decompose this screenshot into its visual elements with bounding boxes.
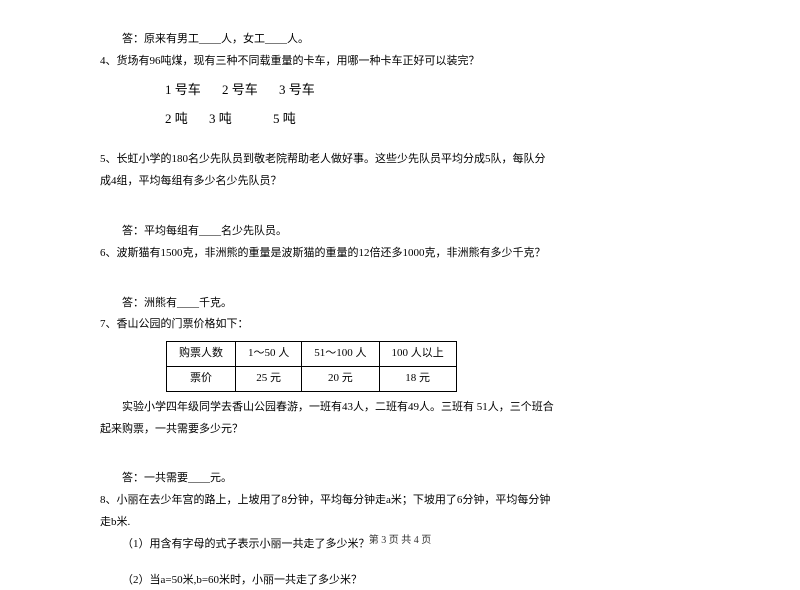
q8-line-b: 走b米. — [100, 513, 700, 533]
truck-header-row: 1 号车 2 号车 3 号车 — [100, 78, 700, 101]
q6-text: 6、波斯猫有1500克，非洲熊的重量是波斯猫的重量的12倍还多1000克，非洲熊… — [100, 244, 700, 264]
q8-sub2: （2）当a=50米,b=60米时，小丽一共走了多少米？ — [100, 571, 700, 590]
ticket-header-range3: 100 人以上 — [379, 342, 456, 367]
truck-1-label: 1 号车 — [165, 82, 201, 97]
q4-text: 4、货场有96吨煤，现有三种不同载重量的卡车，用哪一种卡车正好可以装完？ — [100, 52, 700, 72]
q8-line-a: 8、小丽在去少年宫的路上，上坡用了8分钟，平均每分钟走a米；下坡用了6分钟，平均… — [100, 491, 700, 511]
truck-2-weight: 3 吨 — [209, 111, 232, 126]
q7-answer: 答：一共需要____元。 — [100, 469, 700, 489]
q3-answer: 答：原来有男工____人，女工____人。 — [100, 30, 700, 50]
ticket-price-1: 25 元 — [236, 366, 302, 391]
table-row: 购票人数 1～50 人 51～100 人 100 人以上 — [167, 342, 457, 367]
q7-line-b: 起来购票，一共需要多少元？ — [100, 420, 700, 440]
truck-1-weight: 2 吨 — [165, 111, 188, 126]
q6-answer: 答：洲熊有____千克。 — [100, 294, 700, 314]
truck-3-label: 3 号车 — [279, 82, 315, 97]
q7-line-a: 实验小学四年级同学去香山公园春游，一班有43人，二班有49人。三班有 51人，三… — [100, 398, 700, 418]
q5-line-b: 成4组，平均每组有多少名少先队员？ — [100, 172, 700, 192]
q5-line-a: 5、长虹小学的180名少先队员到敬老院帮助老人做好事。这些少先队员平均分成5队，… — [100, 150, 700, 170]
q7-text: 7、香山公园的门票价格如下： — [100, 315, 700, 335]
ticket-price-3: 18 元 — [379, 366, 456, 391]
truck-2-label: 2 号车 — [222, 82, 258, 97]
table-row: 票价 25 元 20 元 18 元 — [167, 366, 457, 391]
ticket-header-range1: 1～50 人 — [236, 342, 302, 367]
ticket-header-range2: 51～100 人 — [302, 342, 379, 367]
truck-3-weight: 5 吨 — [273, 111, 296, 126]
page-footer: 第 3 页 共 4 页 — [0, 532, 800, 550]
truck-weight-row: 2 吨 3 吨 5 吨 — [100, 107, 700, 130]
ticket-header-people: 购票人数 — [167, 342, 236, 367]
q5-answer: 答：平均每组有____名少先队员。 — [100, 222, 700, 242]
ticket-price-table: 购票人数 1～50 人 51～100 人 100 人以上 票价 25 元 20 … — [166, 341, 457, 392]
ticket-price-2: 20 元 — [302, 366, 379, 391]
ticket-price-label: 票价 — [167, 366, 236, 391]
